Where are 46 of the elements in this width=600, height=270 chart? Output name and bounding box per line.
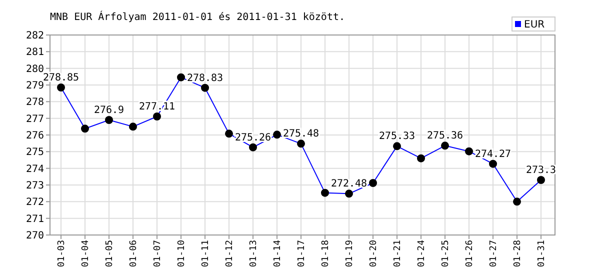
y-tick-label: 274 [26,164,44,175]
data-label: 274.27 [474,148,512,160]
y-tick-label: 277 [26,114,44,125]
data-label: 275.33 [378,131,416,142]
y-tick-label: 270 [26,230,44,242]
y-tick-label: 273 [26,180,44,192]
x-tick-label: 01-25 [441,240,451,268]
x-tick-label: 01-04 [81,240,91,268]
data-label: 275.36 [426,130,464,142]
data-label: 275.48 [282,128,320,140]
chart-title: MNB EUR Árfolyam 2011-01-01 és 2011-01-31 között. [50,10,346,23]
x-tick-label: 01-03 [57,240,67,268]
x-tick-label: 01-19 [345,240,355,268]
y-tick-label: 281 [26,47,44,58]
x-tick-label: 01-12 [225,240,235,268]
x-tick-label: 01-27 [489,240,499,268]
data-label: 273.3 [526,165,556,176]
x-tick-label: 01-17 [297,240,307,268]
y-tick-label: 275 [26,147,44,158]
x-tick-label: 01-13 [249,240,259,268]
x-tick-label: 01-28 [513,240,523,268]
y-tick-label: 276 [26,130,44,142]
x-tick-label: 01-21 [393,240,403,268]
x-tick-label: 01-11 [201,240,211,268]
data-label: 272.48 [330,178,368,190]
y-tick-label: 282 [26,30,44,42]
x-tick-label: 01-05 [105,240,115,268]
data-label: 275.26 [234,132,272,144]
x-tick-label: 01-10 [177,240,187,268]
x-tick-label: 01-06 [129,240,139,268]
data-label: 278.85 [42,72,80,84]
y-tick-label: 280 [26,64,44,75]
data-label: 278.83 [186,72,224,84]
x-tick-label: 01-31 [537,240,547,268]
x-tick-label: 01-18 [321,240,331,268]
x-tick-label: 01-20 [369,240,379,268]
legend-label: EUR [524,20,545,30]
x-tick-label: 01-24 [417,240,427,268]
y-tick-label: 279 [26,80,44,92]
data-label: 276.9 [94,105,124,116]
x-tick-label: 01-26 [465,240,475,268]
y-tick-label: 272 [26,197,44,208]
x-tick-label: 01-07 [153,240,163,268]
y-tick-label: 278 [26,97,44,108]
y-tick-label: 271 [26,214,44,225]
x-tick-label: 01-14 [273,240,283,268]
